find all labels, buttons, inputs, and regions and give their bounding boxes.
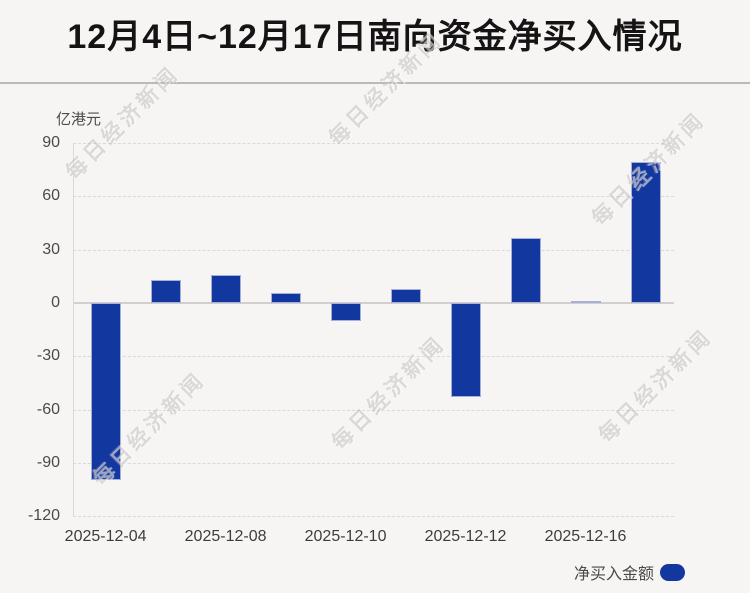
y-axis-tick-label: 90 xyxy=(42,133,60,151)
bar-2025-12-04 xyxy=(90,302,121,481)
legend-label: 净买入金额 xyxy=(573,566,654,583)
bar-2025-12-17 xyxy=(630,162,661,303)
bar-2025-12-05 xyxy=(150,279,181,303)
x-axis-tick-label: 2025-12-08 xyxy=(184,528,267,545)
y-axis-tick-label: 30 xyxy=(42,240,60,258)
bar-2025-12-08 xyxy=(210,275,241,303)
watermark-text: 每日经济新闻 xyxy=(327,331,451,455)
gridline xyxy=(73,196,674,198)
bar-2025-12-15 xyxy=(510,237,541,303)
y-axis-tick-label: -120 xyxy=(27,507,60,525)
bar-2025-12-11 xyxy=(390,289,421,303)
y-axis-tick-label: -90 xyxy=(36,453,60,471)
x-axis-tick-label: 2025-12-16 xyxy=(544,528,627,545)
y-axis-line xyxy=(72,143,74,517)
legend-marker-pill xyxy=(660,563,685,581)
bar-2025-12-09 xyxy=(270,293,301,303)
gridline xyxy=(73,249,674,251)
title-divider xyxy=(0,82,750,84)
legend: 净买入金额 xyxy=(574,560,685,584)
y-axis-tick-label: 0 xyxy=(51,293,60,311)
zero-gridline xyxy=(73,301,674,304)
bar-2025-12-16 xyxy=(570,300,601,303)
bar-2025-12-12 xyxy=(450,302,481,397)
chart-title: 12月4日~12月17日南向资金净买入情况 xyxy=(67,18,683,56)
y-axis-unit-label: 亿港元 xyxy=(56,111,102,128)
bar-2025-12-10 xyxy=(330,302,361,321)
y-axis-tick-label: 60 xyxy=(42,187,60,205)
y-axis-tick-label: -30 xyxy=(36,347,60,365)
watermark-text: 每日经济新闻 xyxy=(594,324,718,448)
x-axis-tick-label: 2025-12-12 xyxy=(424,528,507,545)
gridline xyxy=(73,516,674,518)
x-axis-tick-label: 2025-12-04 xyxy=(64,528,147,545)
x-axis-tick-label: 2025-12-10 xyxy=(304,528,387,545)
gridline xyxy=(73,409,674,411)
gridline xyxy=(73,356,674,358)
gridline xyxy=(73,142,674,144)
y-axis-tick-label: -60 xyxy=(36,400,60,418)
gridline xyxy=(73,462,674,464)
